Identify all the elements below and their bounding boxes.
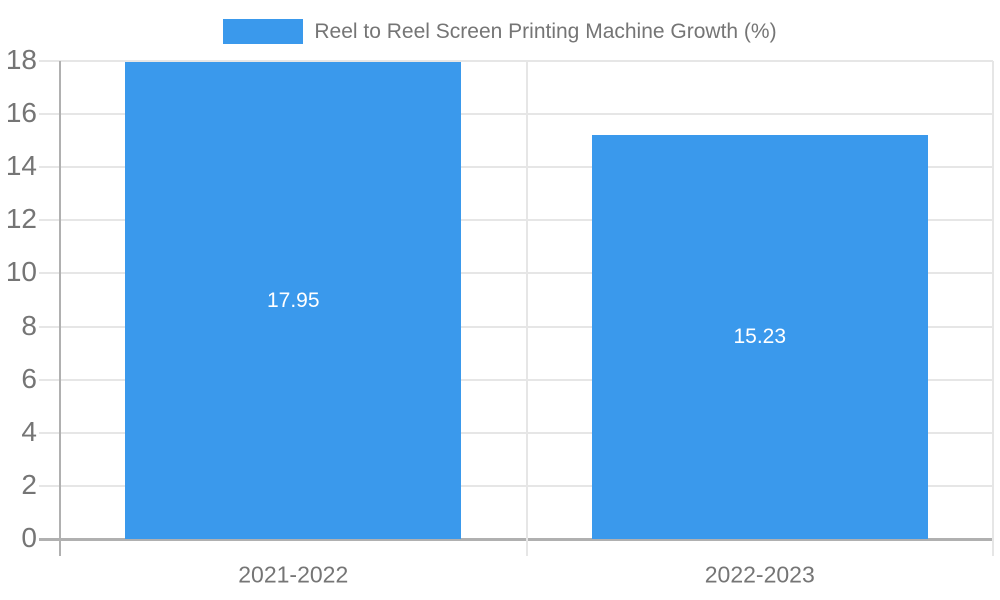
y-tick-label: 8 [21, 309, 37, 341]
y-tick-label: 14 [5, 150, 37, 182]
gridline [39, 325, 993, 328]
gridline [39, 431, 993, 434]
legend-item[interactable]: Reel to Reel Screen Printing Machine Gro… [0, 19, 1000, 44]
x-axis-baseline [39, 538, 994, 541]
y-axis-line [59, 61, 61, 556]
y-tick-label: 2 [21, 468, 37, 500]
bar-value-label: 17.95 [266, 288, 320, 312]
y-tick-label: 10 [5, 256, 37, 288]
y-tick-label: 6 [21, 362, 37, 394]
y-tick-label: 16 [5, 96, 37, 128]
gridline [39, 484, 993, 487]
y-tick-label: 4 [21, 415, 37, 447]
gridline [39, 60, 993, 62]
gridline [39, 219, 993, 222]
legend-label: Reel to Reel Screen Printing Machine Gro… [314, 20, 777, 43]
gridline [39, 272, 993, 275]
y-tick-label: 0 [21, 521, 37, 553]
category-divider [525, 61, 528, 556]
bar[interactable] [125, 62, 462, 539]
x-tick-label: 2022-2023 [704, 561, 815, 588]
gridline [39, 378, 993, 381]
y-tick-label: 18 [5, 43, 37, 75]
gridline [39, 113, 993, 116]
bar[interactable] [591, 134, 928, 539]
gridline [39, 166, 993, 169]
legend-swatch [223, 19, 304, 44]
y-tick-label: 12 [5, 203, 37, 235]
bar-value-label: 15.23 [733, 324, 787, 348]
x-tick-label: 2021-2022 [238, 561, 349, 588]
plot-right-border [992, 61, 994, 556]
